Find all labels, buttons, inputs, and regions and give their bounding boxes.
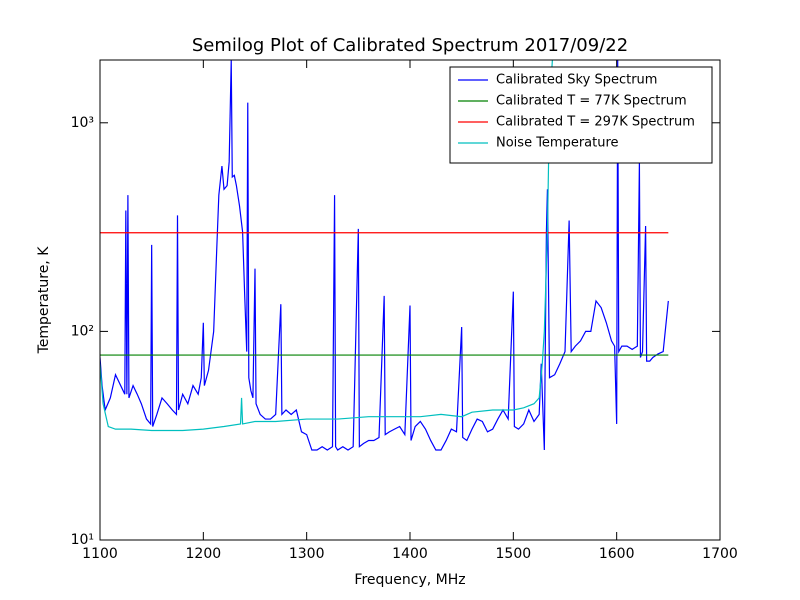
legend-label: Noise Temperature <box>496 136 619 151</box>
x-axis-label: Frequency, MHz <box>354 572 465 588</box>
chart-title: Semilog Plot of Calibrated Spectrum 2017… <box>192 35 628 56</box>
x-tick-label: 1300 <box>289 546 325 562</box>
y-tick-label: 10² <box>71 323 94 339</box>
y-tick-label: 10³ <box>71 115 94 131</box>
legend-label: Calibrated Sky Spectrum <box>496 73 657 88</box>
x-tick-label: 1100 <box>82 546 118 562</box>
y-tick-label: 10¹ <box>71 532 94 548</box>
legend-box <box>449 66 713 164</box>
x-tick-label: 1500 <box>496 546 532 562</box>
plot-area <box>100 60 669 451</box>
x-tick-label: 1700 <box>702 546 738 562</box>
x-tick-label: 1600 <box>599 546 635 562</box>
series-line <box>100 60 553 432</box>
legend-label: Calibrated T = 77K Spectrum <box>496 94 687 109</box>
x-tick-label: 1400 <box>392 546 428 562</box>
series-line <box>100 60 669 451</box>
legend-label: Calibrated T = 297K Spectrum <box>496 115 695 130</box>
legend: Calibrated Sky Spectrum Calibrated T = 77… <box>449 66 713 164</box>
x-tick-label: 1200 <box>186 546 222 562</box>
y-axis-label: Temperature, K <box>36 246 52 355</box>
